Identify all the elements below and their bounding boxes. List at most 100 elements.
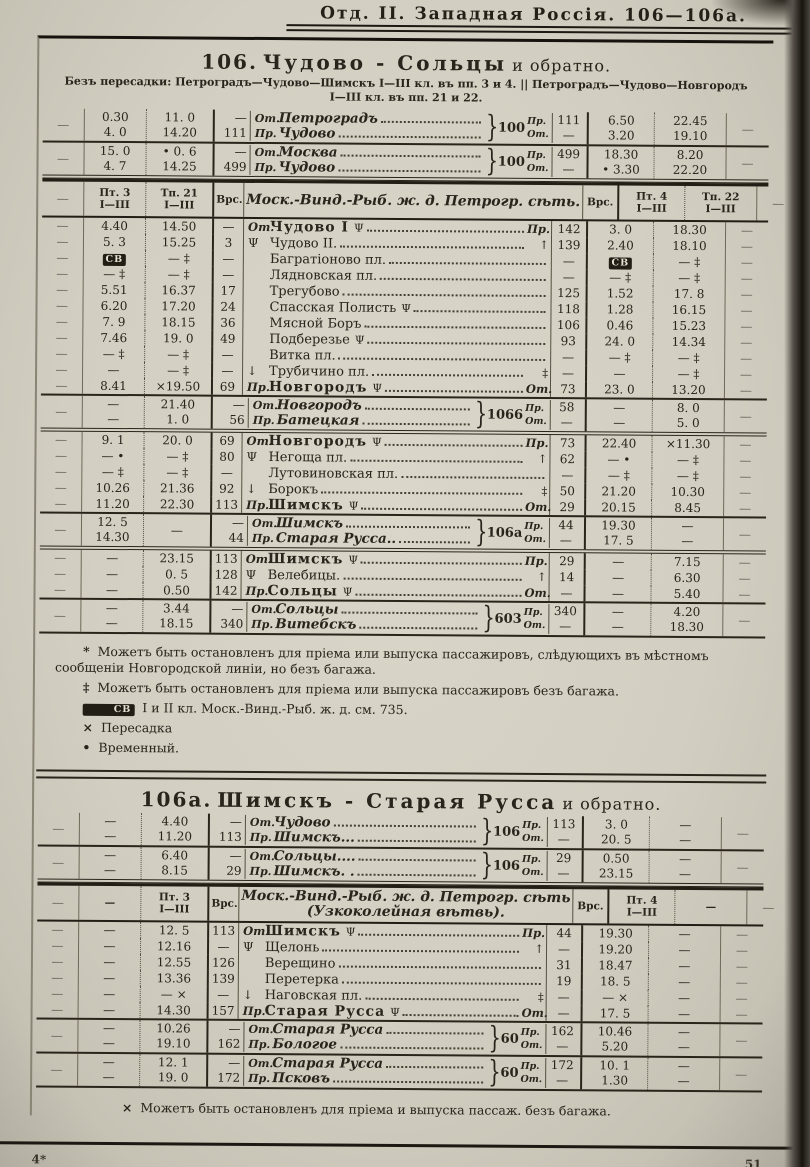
time-cell: 18.30 • 3.30 [588,146,655,179]
direction-label: Пр. [251,531,274,546]
cell-line: — [560,585,573,600]
cell-line: — [740,334,753,349]
cell-line: — [678,990,691,1005]
time-cell: — — [648,1023,721,1057]
time-cell: — ‡ [145,250,214,267]
edge-cell: — [721,1006,763,1022]
cell-line: — ‡ [166,464,189,479]
time-cell: — [78,1001,141,1019]
time-cell: 18.10 [653,237,727,255]
cell-line: 12. 5 [158,922,190,938]
time-cell: — ‡ [82,463,145,481]
edge-cell: — [41,281,84,298]
sleeping-car-badge: СВ [82,703,135,717]
edge-cell: — [722,851,764,883]
cell-line: 157 [211,1003,235,1018]
station-line: Ψ Щелонь ↑ [241,939,544,956]
edge-cell: — [37,921,80,938]
station-name: Шимскъ [268,496,344,514]
table-header-row: — — Пт. 3 I—III Врс. Моск.-Винд.-Рыб. ж. д. П… [37,882,774,927]
verst-column: —162 [210,1021,245,1052]
cell-line: СВ [590,254,651,270]
railway-title-line: Моск.-Винд.-Рыб. ж. д. Петрогр. сѣть. [246,191,581,210]
connection-line: Пр. Батецкая [253,412,473,430]
route-ref: 100 [497,120,526,136]
verst-value: — [234,144,247,159]
cell-line: — [51,895,64,910]
cell-line: 3. 0 [604,817,628,832]
cell-line: 126 [211,955,235,970]
verst-cell: 73 [550,381,588,398]
cell-line: 139 [211,971,235,986]
station-line: От. Новгородъ Ψ Пр. [245,433,549,450]
cell-line: 1.28 [606,301,634,317]
dotted-leader [321,490,523,495]
cell-line: 22.45 [673,113,708,129]
buffet-icon: Ψ [342,585,353,599]
time-cell: — — [82,395,145,429]
connection-lines: От. Петроградъ Пр. Чудово [251,110,484,143]
time-cell: 14.30 [140,1002,209,1019]
dotted-leader [322,948,520,953]
cell-line: — [678,974,691,989]
time-cell: 7.15 [651,553,724,571]
time-cell: — [143,514,213,547]
time-cell: 17. 8 [653,285,726,303]
edge-cell: — [725,400,767,432]
buffet-icon: Ψ [354,333,365,347]
verst-cell: Врс. [214,182,245,217]
cell-line: 15.25 [161,234,197,250]
time-cell: — [648,973,721,991]
time-cell: — — [79,846,142,880]
edge-cell: — [725,436,767,452]
time-cell: — ‡ [587,349,654,366]
connection-row: — — —3.44 18.15—340 От. Сольцы Пр. Витебскъ} 603… [39,599,766,639]
direction-label: Пр. [246,497,270,512]
verst-cell: 139 [208,970,239,987]
time-cell: — [649,925,722,943]
edge-cell: — [42,142,85,175]
verst-value: — [559,533,572,548]
cell-line: — ‡ [166,448,189,463]
verst-value: — [228,1021,241,1036]
dotted-leader [389,261,546,265]
cell-line: 17. 8 [673,286,705,301]
cell-line: — [740,366,753,381]
route-ref: 60 [500,1065,519,1081]
edge-cell: — [725,350,767,366]
verst-cell: — [551,253,588,270]
direction-label: От. [243,923,270,938]
verst-cell: — [214,218,245,235]
dotted-leader [338,135,481,139]
time-cell: 20. 0 [144,432,213,449]
cell-line: — [55,432,68,447]
cell-line: — [54,522,67,537]
brace-glyph: } [474,396,488,432]
verst-cell: 3 [213,234,245,251]
cell-line: — [740,270,753,285]
edge-cell: — [724,554,766,570]
time-cell: 18. 5 [582,973,649,990]
verst-column: —499 [216,144,251,175]
cell-line: — ‡ [609,269,632,285]
cell-line: 2.40 [607,237,634,253]
direction-stack: Пр. От. [522,819,544,845]
cell-line: 14.50 [161,218,197,234]
edge-cell: — [724,452,766,468]
cell-line: — [681,518,694,534]
buffet-icon: Ψ [390,1005,400,1019]
time-cell: 16.37 [145,282,214,299]
cell-line: — [52,821,65,836]
verst-value: — [562,128,575,143]
cell-line: — [740,350,753,365]
dotted-leader [355,593,522,597]
verst-cell: 73 [550,435,587,452]
time-cell: 5.40 [651,585,724,603]
cell-line: — [50,1028,63,1043]
edge-cell: — [40,463,83,480]
cell-line: 8.15 [161,863,188,878]
cell-line: — [102,1069,115,1084]
brace-glyph: } [480,847,494,883]
cell-line: I—III [164,199,195,212]
connection-block: —172 От. Старая Русса Пр. Псковъ} 60 Пр. От. 172… [210,1055,579,1090]
